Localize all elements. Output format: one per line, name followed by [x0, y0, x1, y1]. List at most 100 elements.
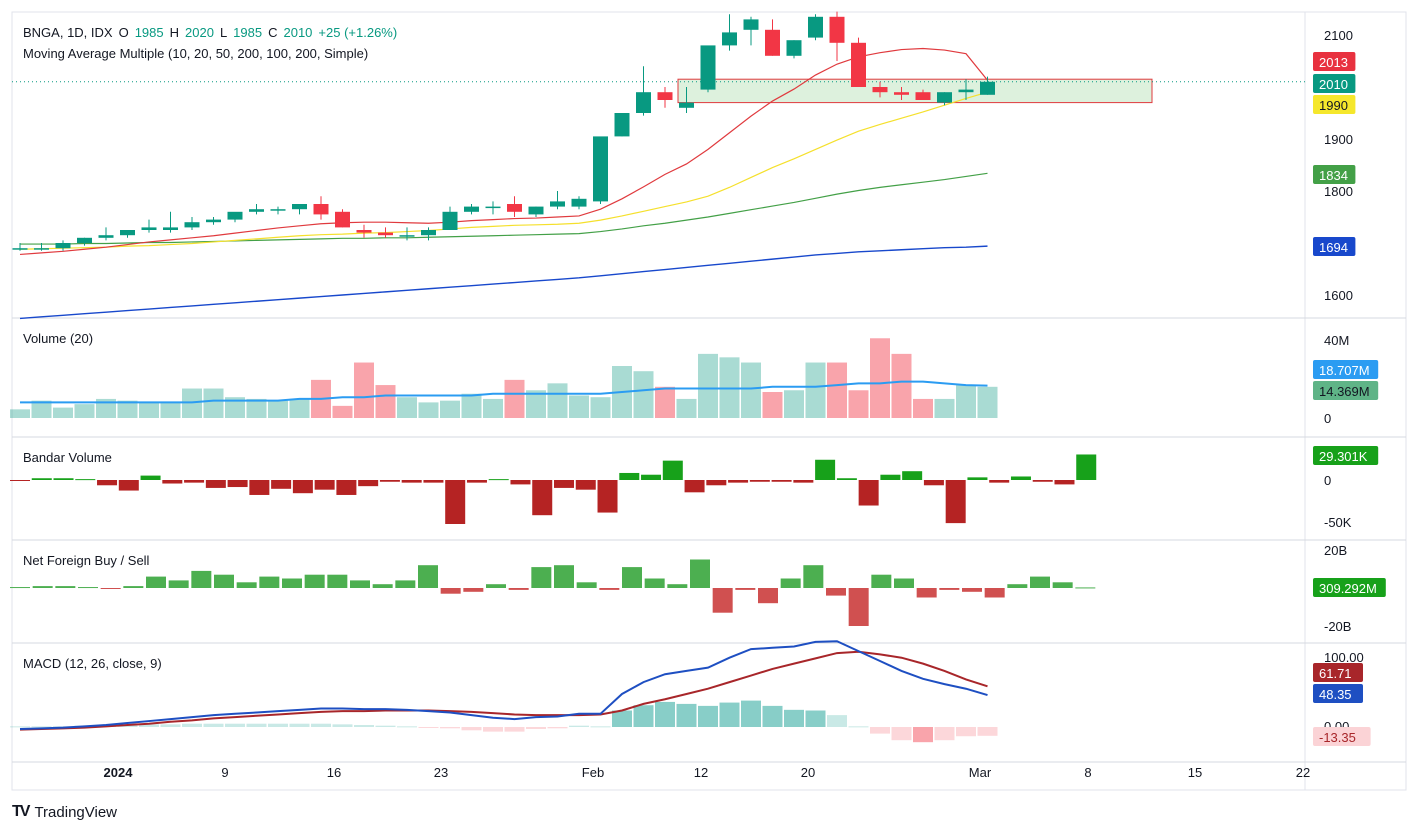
- chart-frame: [11, 11, 1407, 791]
- volume-bar: [805, 362, 826, 418]
- last-close-badge: 2010: [1313, 74, 1356, 93]
- bandar-bar: [923, 480, 944, 486]
- tradingview-logo[interactable]: TV TradingView: [12, 803, 117, 821]
- volume-bar: [547, 383, 568, 418]
- foreign-bar: [1030, 576, 1050, 588]
- bandar-bar: [1032, 480, 1053, 482]
- macd-hist-badge: -13.35: [1313, 727, 1371, 746]
- foreign-bar: [871, 574, 892, 588]
- candle-body: [636, 92, 651, 113]
- volume-bar: [590, 397, 611, 418]
- bandar-pane-title[interactable]: Bandar Volume: [23, 450, 112, 465]
- foreign-bar: [418, 565, 438, 588]
- x-tick-label: 9: [221, 765, 228, 780]
- bandar-bar: [1010, 476, 1031, 480]
- foreign-bar: [644, 578, 665, 588]
- candle-body: [249, 209, 264, 212]
- volume-bar: [956, 385, 976, 418]
- candle-body: [141, 227, 157, 230]
- macd-histogram-bar: [203, 723, 224, 727]
- foreign-bar: [236, 582, 257, 588]
- macd-histogram-bar: [461, 727, 482, 731]
- symbol-label[interactable]: BNGA, 1D, IDX: [23, 25, 113, 40]
- candle-body: [98, 235, 114, 238]
- foreign-bar: [576, 582, 597, 588]
- candle-body: [163, 227, 178, 230]
- svg-text:-13.35: -13.35: [1319, 730, 1356, 745]
- foreign-bar: [939, 588, 960, 590]
- bandar-bar: [728, 480, 749, 483]
- bandar-bar: [532, 480, 553, 516]
- macd-histogram-bar: [375, 725, 396, 727]
- foreign-bar: [554, 565, 574, 588]
- candle-body: [12, 248, 28, 250]
- svg-text:309.292M: 309.292M: [1319, 581, 1377, 596]
- candle-body: [485, 206, 501, 209]
- svg-text:18.707M: 18.707M: [1319, 363, 1370, 378]
- foreign-bar: [690, 559, 710, 588]
- x-tick-label: 15: [1188, 765, 1202, 780]
- macd-pane-title[interactable]: MACD (12, 26, close, 9): [23, 656, 162, 671]
- volume-bar: [289, 398, 310, 418]
- candle-body: [120, 230, 135, 236]
- bandar-bar: [292, 480, 313, 494]
- foreign-bar: [894, 578, 914, 588]
- x-tick-label: Mar: [969, 765, 992, 780]
- bandar-bar: [771, 480, 792, 482]
- x-tick-label: 22: [1296, 765, 1310, 780]
- tradingview-icon: TV: [12, 803, 31, 820]
- bandar-bar: [10, 480, 30, 481]
- candle-body: [184, 222, 200, 228]
- svg-text:1694: 1694: [1319, 240, 1348, 255]
- indicator-legend[interactable]: Moving Average Multiple (10, 20, 50, 200…: [23, 46, 369, 61]
- macd-histogram-bar: [31, 726, 52, 728]
- volume-bar: [655, 386, 675, 418]
- foreign-bar: [826, 588, 846, 596]
- volume-bar: [332, 405, 353, 418]
- candle-body: [550, 201, 565, 207]
- bandar-bar: [336, 480, 357, 495]
- macd-histogram-bar: [762, 705, 783, 727]
- foreign-bar: [531, 567, 552, 588]
- foreign-bar: [803, 565, 824, 588]
- svg-text:29.301K: 29.301K: [1319, 449, 1368, 464]
- ma-yellow-badge: 1990: [1313, 95, 1356, 114]
- bandar-bar: [945, 480, 966, 524]
- foreign-bar: [463, 588, 484, 592]
- foreign-bar: [55, 586, 76, 588]
- bandar-bar: [989, 480, 1010, 483]
- bandar-bar: [379, 480, 400, 482]
- volume-bar: [784, 390, 804, 418]
- macd-histogram-bar: [569, 725, 589, 727]
- volume-bar: [461, 393, 482, 418]
- candle-body: [55, 243, 71, 249]
- macd-line: [19, 640, 988, 730]
- bandar-bar: [358, 480, 379, 487]
- macd-signal-badge: 61.71: [1313, 663, 1363, 682]
- macd-histogram-bar: [182, 723, 202, 727]
- foreign-bar: [916, 588, 937, 598]
- close-value: 2010: [283, 25, 313, 40]
- candle-body: [980, 81, 995, 95]
- volume-pane-title[interactable]: Volume (20): [23, 331, 94, 346]
- bandar-bar: [1054, 480, 1075, 485]
- ma-red-line: [19, 47, 988, 256]
- foreign-bar: [10, 587, 30, 589]
- ma-yellow-line: [19, 91, 988, 250]
- candle-body: [743, 19, 759, 30]
- macd-histogram-bar: [719, 702, 740, 727]
- foreign-bar: [486, 584, 506, 588]
- foreign-bar: [667, 584, 688, 588]
- candle-body: [227, 211, 243, 220]
- x-tick-label: 8: [1084, 765, 1091, 780]
- volume-bar: [268, 400, 288, 418]
- foreign-pane-title[interactable]: Net Foreign Buy / Sell: [23, 553, 150, 568]
- macd-histogram-bar: [891, 727, 912, 741]
- bandar-bar: [815, 459, 836, 480]
- bandar-bar: [619, 472, 640, 480]
- foreign-bar: [350, 580, 370, 588]
- ma-green-line: [20, 172, 988, 245]
- candle-body: [894, 92, 909, 95]
- bandar-bar: [1076, 454, 1097, 480]
